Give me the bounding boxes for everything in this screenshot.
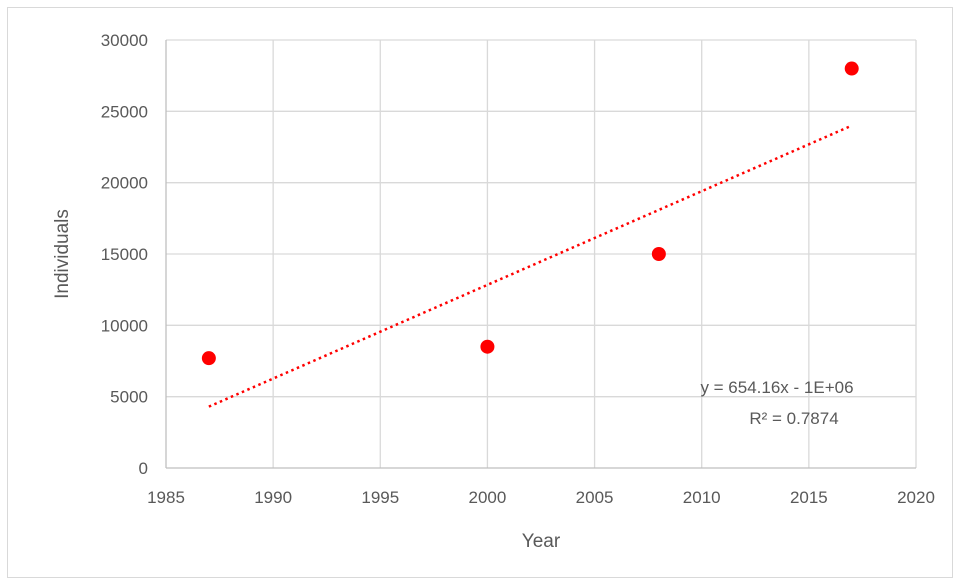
chart-frame [7,7,953,578]
x-axis-title: Year [522,531,561,552]
data-point [480,339,495,354]
x-tick-label: 1990 [254,488,292,507]
y-tick-label: 30000 [101,31,148,50]
data-points [201,61,859,366]
y-tick-label: 15000 [101,245,148,264]
tick-labels: 0 5000 10000 15000 20000 25000 30000 1985 1990 19… [101,31,935,507]
trendline [208,124,853,408]
trendline-path [208,124,853,408]
data-point [651,247,666,261]
data-point [201,351,216,366]
x-tick-label: 1995 [361,488,399,507]
y-tick-label: 0 [139,459,148,478]
x-tick-label: 2005 [576,488,614,507]
x-tick-label: 2020 [897,488,935,507]
y-tick-label: 25000 [101,102,148,121]
y-tick-label: 10000 [101,316,148,335]
y-axis-title: Individuals [52,209,73,299]
x-tick-label: 1985 [147,488,185,507]
data-point [844,61,859,76]
trendline-r-squared: R² = 0.7874 [749,409,838,428]
y-tick-label: 5000 [110,388,148,407]
y-tick-label: 20000 [101,174,148,193]
trendline-equation: y = 654.16x - 1E+06 [700,378,853,397]
axes [165,40,916,469]
grid-lines [166,39,917,468]
x-tick-label: 2010 [683,488,721,507]
x-tick-label: 2000 [469,488,507,507]
x-tick-label: 2015 [790,488,828,507]
